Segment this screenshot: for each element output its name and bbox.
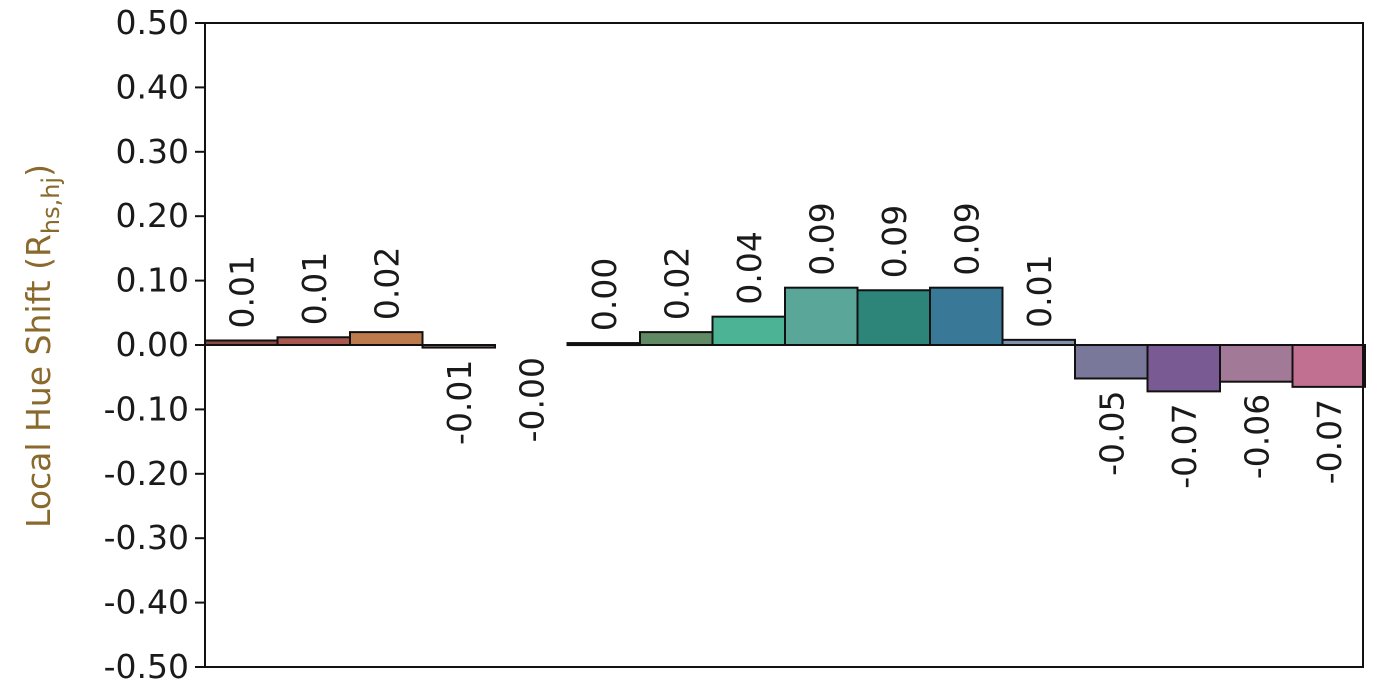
data-label: -0.05 [1092, 390, 1131, 475]
y-tick-label: 0.00 [116, 325, 189, 364]
data-label: 0.02 [367, 247, 406, 320]
y-tick-label: -0.50 [104, 647, 189, 681]
data-label: -0.07 [1165, 403, 1204, 488]
y-tick-label: -0.20 [104, 454, 189, 493]
bar [639, 331, 714, 346]
y-tick-label: 0.20 [116, 196, 189, 235]
data-label: -0.07 [1310, 399, 1349, 484]
bar [276, 336, 351, 347]
plot-frame [204, 22, 1364, 668]
bar [1219, 344, 1294, 383]
bar [784, 286, 859, 346]
y-tick-label: 0.30 [116, 132, 189, 171]
y-axis-title: Local Hue Shift (Rhs,hj) [19, 164, 65, 528]
data-label: 0.09 [802, 202, 841, 275]
bar [1291, 344, 1366, 388]
bar [204, 339, 279, 347]
y-tick-label: 0.40 [116, 67, 189, 106]
y-axis-label: Local Hue Shift (Rhs,hj) [19, 164, 65, 528]
bar [1074, 344, 1149, 380]
data-label: -0.00 [512, 357, 551, 442]
data-label: 0.01 [1020, 254, 1059, 327]
y-tick-label: -0.10 [104, 389, 189, 428]
y-tick-label: -0.30 [104, 518, 189, 557]
data-label: 0.01 [295, 252, 334, 325]
bar [421, 344, 496, 349]
data-labels: 0.01 0.01 0.02 -0.01 -0.00 0.00 0.02 0.04 0.09 0.… [222, 202, 1349, 489]
y-tick-label: -0.40 [104, 583, 189, 622]
data-label: 0.04 [730, 231, 769, 304]
data-label: 0.09 [875, 205, 914, 278]
y-tick-label: 0.10 [116, 261, 189, 300]
y-tick-label: 0.50 [116, 3, 189, 42]
bar [1146, 344, 1221, 393]
data-label: -0.06 [1237, 394, 1276, 479]
bar [929, 286, 1004, 346]
bar [711, 315, 786, 347]
bar [1001, 338, 1076, 346]
bars [204, 286, 1366, 393]
data-label: -0.01 [440, 360, 479, 445]
bar [566, 342, 641, 347]
y-axis-ticks: 0.50 0.40 0.30 0.20 0.10 0.00 -0.10 -0.20 -0.30 -… [104, 3, 205, 681]
data-label: 0.00 [585, 258, 624, 331]
data-label: 0.09 [947, 202, 986, 275]
bar [856, 289, 931, 347]
data-label: 0.02 [657, 247, 696, 320]
bar [349, 331, 424, 346]
data-label: 0.01 [222, 255, 261, 328]
